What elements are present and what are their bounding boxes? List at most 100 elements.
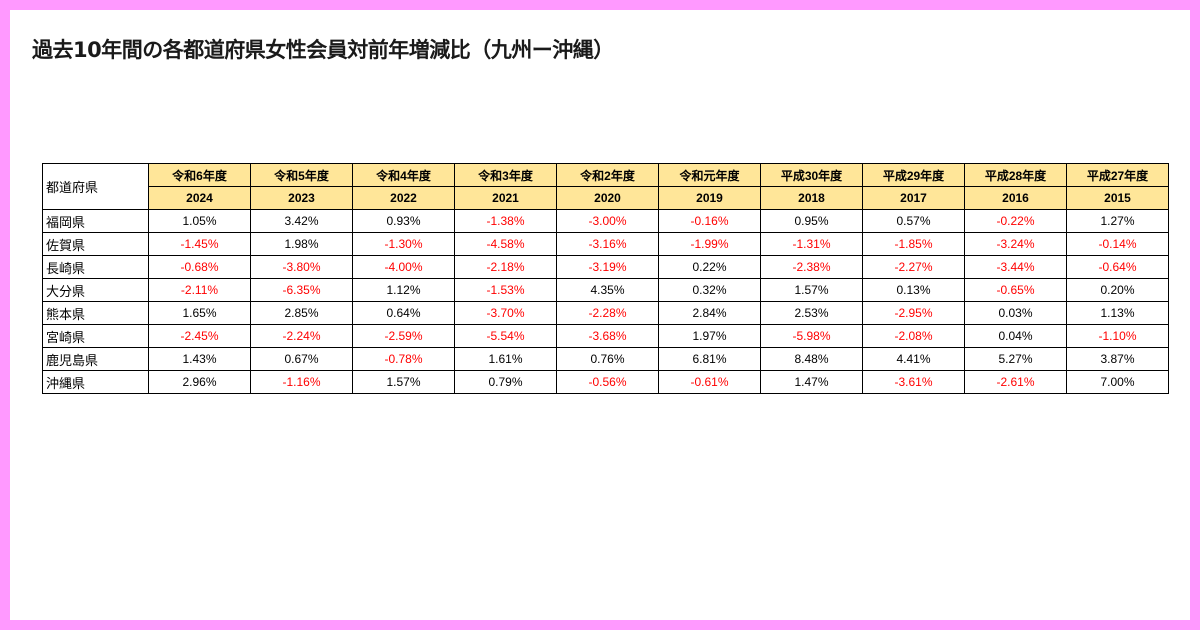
year-header: 2016 (964, 186, 1067, 210)
era-header: 平成29年度 (862, 163, 965, 187)
value-cell: -3.61% (862, 370, 965, 394)
value-cell: -6.35% (250, 278, 353, 302)
value-cell: -3.44% (964, 255, 1067, 279)
value-cell: -1.30% (352, 232, 455, 256)
value-cell: 2.53% (760, 301, 863, 325)
value-cell: 4.35% (556, 278, 659, 302)
era-header: 令和元年度 (658, 163, 761, 187)
value-cell: -5.54% (454, 324, 557, 348)
value-cell: 0.64% (352, 301, 455, 325)
table-row: 大分県 -2.11% -6.35% 1.12% -1.53% 4.35% 0.32% 1.57… (42, 278, 1169, 302)
value-cell: 1.65% (148, 301, 251, 325)
value-cell: 2.84% (658, 301, 761, 325)
value-cell: 0.76% (556, 347, 659, 371)
table-row: 佐賀県 -1.45% 1.98% -1.30% -4.58% -3.16% -1.99% -1… (42, 232, 1169, 256)
prefecture-cell: 沖縄県 (42, 370, 149, 394)
value-cell: -3.00% (556, 209, 659, 233)
value-cell: 0.20% (1066, 278, 1169, 302)
value-cell: 0.67% (250, 347, 353, 371)
content-panel: 過去10年間の各都道府県女性会員対前年増減比（九州ー沖縄） 都道府県 令和6年度… (10, 10, 1190, 620)
value-cell: -2.38% (760, 255, 863, 279)
era-header: 平成27年度 (1066, 163, 1169, 187)
value-cell: 2.85% (250, 301, 353, 325)
value-cell: -0.14% (1066, 232, 1169, 256)
value-cell: 1.61% (454, 347, 557, 371)
value-cell: 0.13% (862, 278, 965, 302)
table-row: 沖縄県 2.96% -1.16% 1.57% 0.79% -0.56% -0.61% 1.47… (42, 370, 1169, 394)
value-cell: 3.87% (1066, 347, 1169, 371)
value-cell: -4.00% (352, 255, 455, 279)
value-cell: 2.96% (148, 370, 251, 394)
year-header: 2019 (658, 186, 761, 210)
value-cell: -3.80% (250, 255, 353, 279)
value-cell: 3.42% (250, 209, 353, 233)
value-cell: -3.24% (964, 232, 1067, 256)
value-cell: 1.57% (352, 370, 455, 394)
value-cell: 0.79% (454, 370, 557, 394)
value-cell: 1.43% (148, 347, 251, 371)
prefecture-cell: 福岡県 (42, 209, 149, 233)
value-cell: 0.03% (964, 301, 1067, 325)
value-cell: 1.13% (1066, 301, 1169, 325)
value-cell: -3.16% (556, 232, 659, 256)
prefecture-cell: 長崎県 (42, 255, 149, 279)
value-cell: 1.47% (760, 370, 863, 394)
value-cell: 5.27% (964, 347, 1067, 371)
era-header: 令和5年度 (250, 163, 353, 187)
value-cell: 0.22% (658, 255, 761, 279)
value-cell: -5.98% (760, 324, 863, 348)
value-cell: 1.27% (1066, 209, 1169, 233)
prefecture-cell: 大分県 (42, 278, 149, 302)
era-header: 令和6年度 (148, 163, 251, 187)
value-cell: -4.58% (454, 232, 557, 256)
era-header-row: 都道府県 令和6年度 令和5年度 令和4年度 令和3年度 令和2年度 令和元年度 平成30年… (42, 163, 1169, 210)
value-cell: -1.16% (250, 370, 353, 394)
era-header: 平成30年度 (760, 163, 863, 187)
year-header: 2024 (148, 186, 251, 210)
table-row: 鹿児島県 1.43% 0.67% -0.78% 1.61% 0.76% 6.81% 8.48%… (42, 347, 1169, 371)
prefecture-cell: 熊本県 (42, 301, 149, 325)
table-row: 宮崎県 -2.45% -2.24% -2.59% -5.54% -3.68% 1.97% -5… (42, 324, 1169, 348)
value-cell: 0.95% (760, 209, 863, 233)
value-cell: -2.08% (862, 324, 965, 348)
year-header: 2018 (760, 186, 863, 210)
value-cell: 8.48% (760, 347, 863, 371)
prefecture-cell: 佐賀県 (42, 232, 149, 256)
value-cell: 0.57% (862, 209, 965, 233)
value-cell: 1.05% (148, 209, 251, 233)
year-header-row: 2024 2023 2022 2021 2020 2019 2018 2017 2016 2015 (43, 186, 1169, 210)
table-row: 熊本県 1.65% 2.85% 0.64% -3.70% -2.28% 2.84% 2.53%… (42, 301, 1169, 325)
value-cell: -2.18% (454, 255, 557, 279)
era-header: 平成28年度 (964, 163, 1067, 187)
corner-header: 都道府県 (42, 163, 149, 210)
page-title: 過去10年間の各都道府県女性会員対前年増減比（九州ー沖縄） (32, 38, 614, 62)
value-cell: -0.22% (964, 209, 1067, 233)
year-header: 2022 (352, 186, 455, 210)
year-header: 2020 (556, 186, 659, 210)
value-cell: 0.93% (352, 209, 455, 233)
value-cell: 0.32% (658, 278, 761, 302)
value-cell: -3.68% (556, 324, 659, 348)
value-cell: -2.61% (964, 370, 1067, 394)
value-cell: -3.70% (454, 301, 557, 325)
era-header: 令和3年度 (454, 163, 557, 187)
value-cell: -2.11% (148, 278, 251, 302)
value-cell: 1.98% (250, 232, 353, 256)
value-cell: -0.16% (658, 209, 761, 233)
value-cell: -0.78% (352, 347, 455, 371)
value-cell: -2.59% (352, 324, 455, 348)
value-cell: -0.61% (658, 370, 761, 394)
era-header: 令和2年度 (556, 163, 659, 187)
year-header: 2021 (454, 186, 557, 210)
data-table: 都道府県 令和6年度 令和5年度 令和4年度 令和3年度 令和2年度 令和元年度 平成30年… (42, 163, 1169, 394)
year-header: 2017 (862, 186, 965, 210)
value-cell: 6.81% (658, 347, 761, 371)
value-cell: 1.97% (658, 324, 761, 348)
value-cell: -3.19% (556, 255, 659, 279)
table-row: 福岡県 1.05% 3.42% 0.93% -1.38% -3.00% -0.16% 0.95… (42, 209, 1169, 233)
value-cell: -1.45% (148, 232, 251, 256)
value-cell: -2.28% (556, 301, 659, 325)
value-cell: -1.31% (760, 232, 863, 256)
value-cell: -2.24% (250, 324, 353, 348)
year-header: 2015 (1066, 186, 1169, 210)
